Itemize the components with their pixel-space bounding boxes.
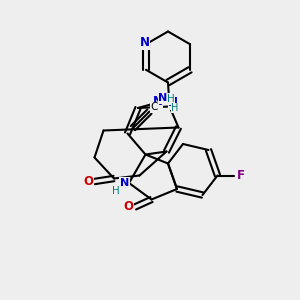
Text: O: O xyxy=(123,200,134,214)
Text: H: H xyxy=(167,94,175,104)
Text: H: H xyxy=(112,186,119,197)
Text: C: C xyxy=(150,102,158,112)
Text: N: N xyxy=(140,36,149,49)
Text: N: N xyxy=(152,95,163,109)
Text: N: N xyxy=(168,96,178,110)
Text: O: O xyxy=(83,175,94,188)
Text: N: N xyxy=(158,93,167,103)
Text: H: H xyxy=(171,103,178,113)
Text: F: F xyxy=(237,169,244,182)
Text: N: N xyxy=(120,178,129,188)
